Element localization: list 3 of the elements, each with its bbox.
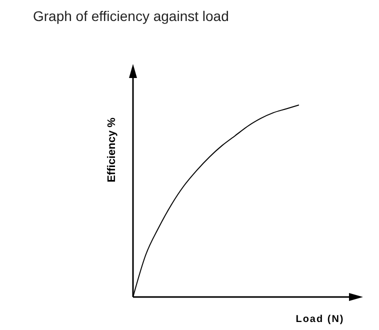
- chart-title: Graph of efficiency against load: [33, 8, 229, 24]
- y-axis-title: Efficiency %: [106, 117, 118, 182]
- x-axis-title: Load (N): [296, 314, 344, 325]
